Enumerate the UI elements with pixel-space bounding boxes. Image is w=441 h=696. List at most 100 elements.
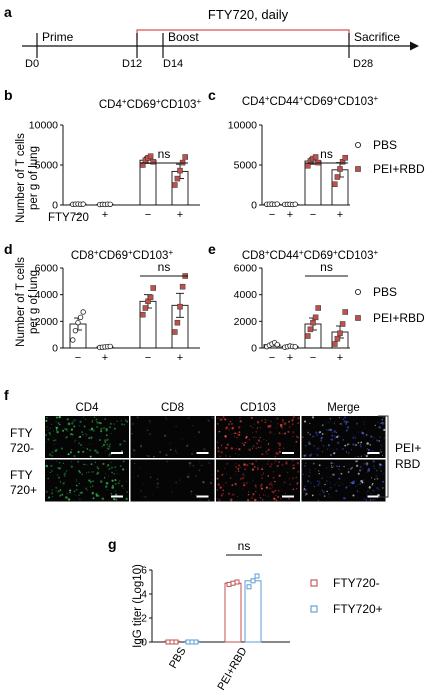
micro-speck xyxy=(235,466,238,469)
micro-speck xyxy=(337,481,338,483)
micro-speck xyxy=(85,433,88,436)
micro-speck xyxy=(217,469,220,472)
micro-speck xyxy=(170,496,172,498)
micro-speck xyxy=(86,448,89,450)
micro-speck xyxy=(73,454,76,458)
micro-speck xyxy=(376,487,379,490)
micro-speck xyxy=(261,453,264,456)
micro-speck xyxy=(125,480,127,482)
legend-g-minus-marker xyxy=(310,579,318,587)
micro-speck xyxy=(235,471,237,473)
micro-speck xyxy=(48,432,51,435)
micro-speck xyxy=(266,440,268,441)
micro-speck xyxy=(361,431,365,435)
micro-speck xyxy=(166,419,168,421)
scale-bar xyxy=(367,452,380,454)
phase-boost: Boost xyxy=(168,30,199,44)
chart-e-title-marker-0: CD44 xyxy=(270,250,300,262)
micro-speck xyxy=(73,441,75,443)
micro-speck xyxy=(308,469,311,471)
micro-speck xyxy=(211,474,213,476)
micro-speck xyxy=(233,436,235,438)
micro-speck xyxy=(274,489,277,492)
micro-speck xyxy=(146,454,148,457)
chart-e-ytick-label-1: 2000 xyxy=(234,316,258,328)
micro-speck xyxy=(98,421,101,424)
micro-speck xyxy=(120,484,124,487)
micro-speck xyxy=(381,445,383,448)
chart-d-point-2-4 xyxy=(150,285,156,291)
micro-speck xyxy=(54,426,57,428)
micro-speck xyxy=(108,454,111,457)
micro-speck xyxy=(355,444,358,447)
micro-speck xyxy=(374,499,376,500)
micro-speck xyxy=(110,466,114,469)
chart-d-point-2-0 xyxy=(140,311,146,318)
micro-speck xyxy=(292,415,295,419)
micro-speck xyxy=(103,427,105,429)
micro-speck xyxy=(380,444,382,446)
micro-speck xyxy=(224,435,227,438)
micro-speck xyxy=(225,462,229,465)
micro-speck xyxy=(347,442,349,444)
micro-speck xyxy=(143,483,145,485)
micro-speck xyxy=(287,430,290,433)
micro-speck xyxy=(122,460,125,463)
scale-bar xyxy=(282,495,294,498)
chart-e-ytick-label-2: 4000 xyxy=(234,289,258,301)
micro-speck xyxy=(71,461,73,463)
micro-speck xyxy=(106,466,108,468)
legend2-pbs-marker xyxy=(354,288,362,296)
micro-speck xyxy=(292,435,294,437)
chart-g-ytick-label-2: 4 xyxy=(141,589,147,601)
micro-speck xyxy=(264,420,266,422)
micro-speck xyxy=(302,473,304,475)
micro-speck xyxy=(246,464,249,467)
micro-speck xyxy=(376,469,378,472)
micro-speck xyxy=(216,498,218,500)
micro-speck xyxy=(242,473,245,476)
micro-speck xyxy=(307,431,310,434)
micro-speck xyxy=(340,472,343,475)
micro-speck xyxy=(112,484,114,487)
micro-speck xyxy=(256,465,259,467)
micro-speck xyxy=(331,466,333,469)
micro-speck xyxy=(232,433,234,434)
micro-speck xyxy=(373,478,376,480)
micro-speck xyxy=(89,481,92,483)
micro-speck xyxy=(63,482,65,484)
micro-speck xyxy=(243,468,246,471)
chart-g-point-0-0-0 xyxy=(165,639,171,645)
chart-e-fty-sign-1: + xyxy=(287,352,293,364)
micro-speck xyxy=(365,434,368,436)
micro-speck xyxy=(369,492,371,494)
micro-speck xyxy=(65,470,68,472)
micro-speck xyxy=(102,443,105,446)
micro-speck xyxy=(88,429,90,431)
micro-speck xyxy=(366,471,369,473)
micro-speck xyxy=(253,436,255,438)
micro-speck xyxy=(286,471,289,474)
micro-speck xyxy=(224,418,227,421)
micro-speck xyxy=(313,435,315,438)
micro-speck xyxy=(357,472,360,475)
micro-speck xyxy=(189,461,192,464)
micro-speck xyxy=(90,436,93,439)
chart-d-point-0-2 xyxy=(75,319,81,326)
micro-speck xyxy=(282,447,285,449)
micro-speck xyxy=(74,439,77,442)
micro-speck xyxy=(217,447,220,449)
micro-speck xyxy=(310,482,312,484)
micro-speck xyxy=(229,420,232,423)
micro-speck xyxy=(366,492,368,494)
micro-speck xyxy=(194,475,197,478)
micro-speck xyxy=(62,482,65,485)
micro-speck xyxy=(369,444,372,446)
micro-speck xyxy=(125,497,128,501)
micro-speck xyxy=(55,426,58,429)
micro-speck xyxy=(275,452,278,455)
micro-speck xyxy=(55,429,58,431)
micro-speck xyxy=(277,496,280,498)
chart-c-title-sup-1: + xyxy=(299,94,304,103)
chart-e-point-3-3 xyxy=(339,321,346,327)
